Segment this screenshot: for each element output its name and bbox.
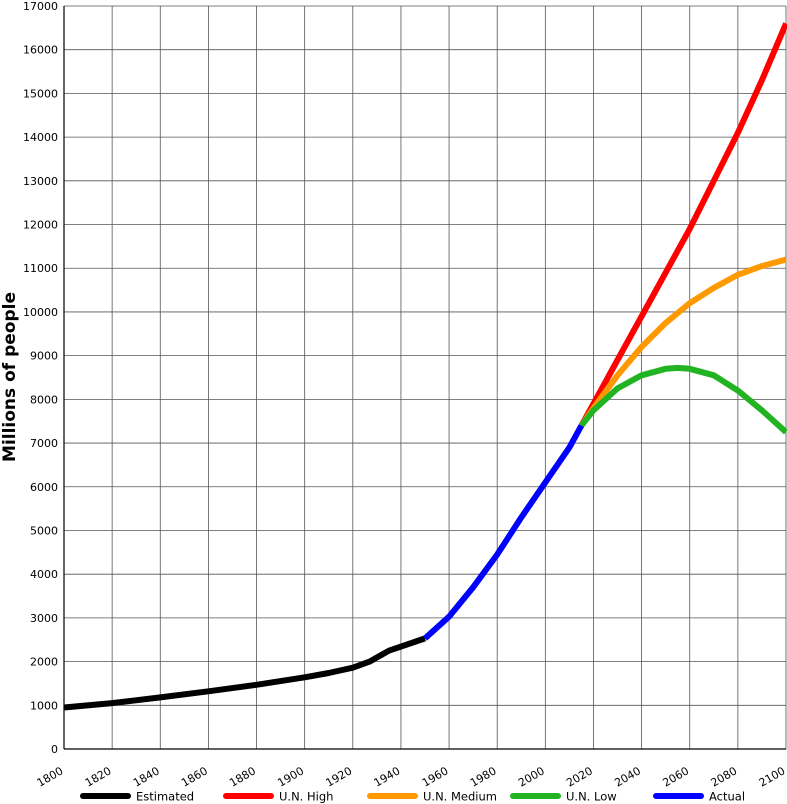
x-tick-label: 1900 xyxy=(275,764,306,789)
x-tick-label: 2060 xyxy=(660,764,691,789)
x-tick-label: 1960 xyxy=(420,764,451,789)
series-line-u-n-low xyxy=(579,364,787,435)
axes xyxy=(63,6,786,750)
y-tick-label: 16000 xyxy=(23,44,58,57)
legend-label-u-n-low: U.N. Low xyxy=(566,790,617,804)
x-tick-label: 2020 xyxy=(564,764,595,789)
x-tick-labels: 1800 1820 1840 1860 1880 1900 1920 1940 1960 1980… xyxy=(35,764,787,789)
y-tick-label: 12000 xyxy=(23,219,58,232)
y-tick-label: 0 xyxy=(51,743,58,756)
y-tick-labels: 0 1000 2000 3000 4000 5000 6000 7000 8000 9000 100… xyxy=(23,0,58,756)
series-line-actual xyxy=(422,424,585,641)
y-tick-label: 10000 xyxy=(23,306,58,319)
series-line-u-n-high xyxy=(578,22,787,428)
y-tick-label: 6000 xyxy=(30,481,58,494)
x-tick-label: 2080 xyxy=(709,764,740,789)
legend-label-u-n-medium: U.N. Medium xyxy=(423,790,497,804)
legend: Estimated U.N. High U.N. Medium U.N. Low Act… xyxy=(80,790,745,804)
legend-label-u-n-high: U.N. High xyxy=(279,790,333,804)
y-tick-label: 5000 xyxy=(30,524,58,537)
x-tick-label: 1980 xyxy=(468,764,499,789)
y-tick-label: 8000 xyxy=(30,393,58,406)
y-tick-label: 7000 xyxy=(30,437,58,450)
series-lines xyxy=(63,22,787,711)
x-tick-label: 1940 xyxy=(372,764,403,789)
x-tick-label: 1880 xyxy=(227,764,258,789)
y-tick-label: 17000 xyxy=(23,0,58,13)
series-line-u-n-medium xyxy=(578,256,787,428)
y-tick-label: 9000 xyxy=(30,350,58,363)
y-tick-label: 2000 xyxy=(30,656,58,669)
y-tick-label: 13000 xyxy=(23,175,58,188)
x-tick-label: 2040 xyxy=(612,764,643,789)
y-axis-title: Millions of people xyxy=(0,292,20,462)
y-tick-label: 3000 xyxy=(30,612,58,625)
y-tick-label: 11000 xyxy=(23,262,58,275)
x-tick-label: 1920 xyxy=(324,764,355,789)
series-line-estimated xyxy=(63,635,426,711)
y-tick-label: 1000 xyxy=(30,699,58,712)
legend-label-actual: Actual xyxy=(709,790,745,804)
x-tick-label: 2100 xyxy=(757,764,787,789)
x-tick-label: 2000 xyxy=(516,764,547,789)
y-tick-label: 14000 xyxy=(23,131,58,144)
x-tick-label: 1840 xyxy=(131,764,162,789)
legend-label-estimated: Estimated xyxy=(136,790,194,804)
y-tick-label: 15000 xyxy=(23,87,58,100)
x-tick-label: 1860 xyxy=(179,764,210,789)
x-tick-label: 1820 xyxy=(83,764,114,789)
y-tick-label: 4000 xyxy=(30,568,58,581)
x-tick-label: 1800 xyxy=(35,764,66,789)
